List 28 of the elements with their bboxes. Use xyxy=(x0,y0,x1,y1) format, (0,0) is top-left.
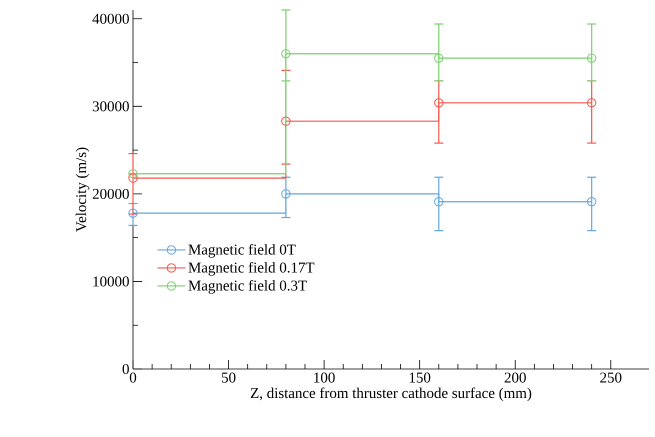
x-tick-label: 150 xyxy=(410,372,430,383)
y-tick-label: 20000 xyxy=(92,188,129,199)
y-tick-label: 0 xyxy=(122,364,129,374)
point xyxy=(128,169,138,178)
point xyxy=(128,208,138,218)
x-tick-label: 200 xyxy=(504,372,526,383)
point xyxy=(434,53,444,63)
point xyxy=(281,116,291,126)
y-axis-title: Velocity (m/s) xyxy=(76,148,90,232)
y-tick-label: 10000 xyxy=(93,276,129,286)
y-tick-label: 40000 xyxy=(92,14,129,24)
point xyxy=(434,98,444,108)
x-tick-label: 0 xyxy=(130,372,136,383)
point xyxy=(586,98,596,108)
point xyxy=(281,49,291,58)
x-tick-label: 50 xyxy=(222,372,236,383)
legend-label: Magnetic field 0T xyxy=(188,244,296,258)
point xyxy=(281,189,291,199)
point xyxy=(128,173,138,183)
point xyxy=(586,53,596,63)
point xyxy=(434,197,444,206)
legend-label: Magnetic field 0.17T xyxy=(188,262,314,276)
x-axis-title: Z, distance from thruster cathode surface (mm) xyxy=(250,387,532,402)
x-tick-label: 100 xyxy=(314,372,335,383)
point xyxy=(586,197,596,206)
legend-label: Magnetic field 0.3T xyxy=(188,280,307,294)
x-tick-label: 250 xyxy=(600,372,622,383)
y-tick-label: 30000 xyxy=(92,101,129,112)
